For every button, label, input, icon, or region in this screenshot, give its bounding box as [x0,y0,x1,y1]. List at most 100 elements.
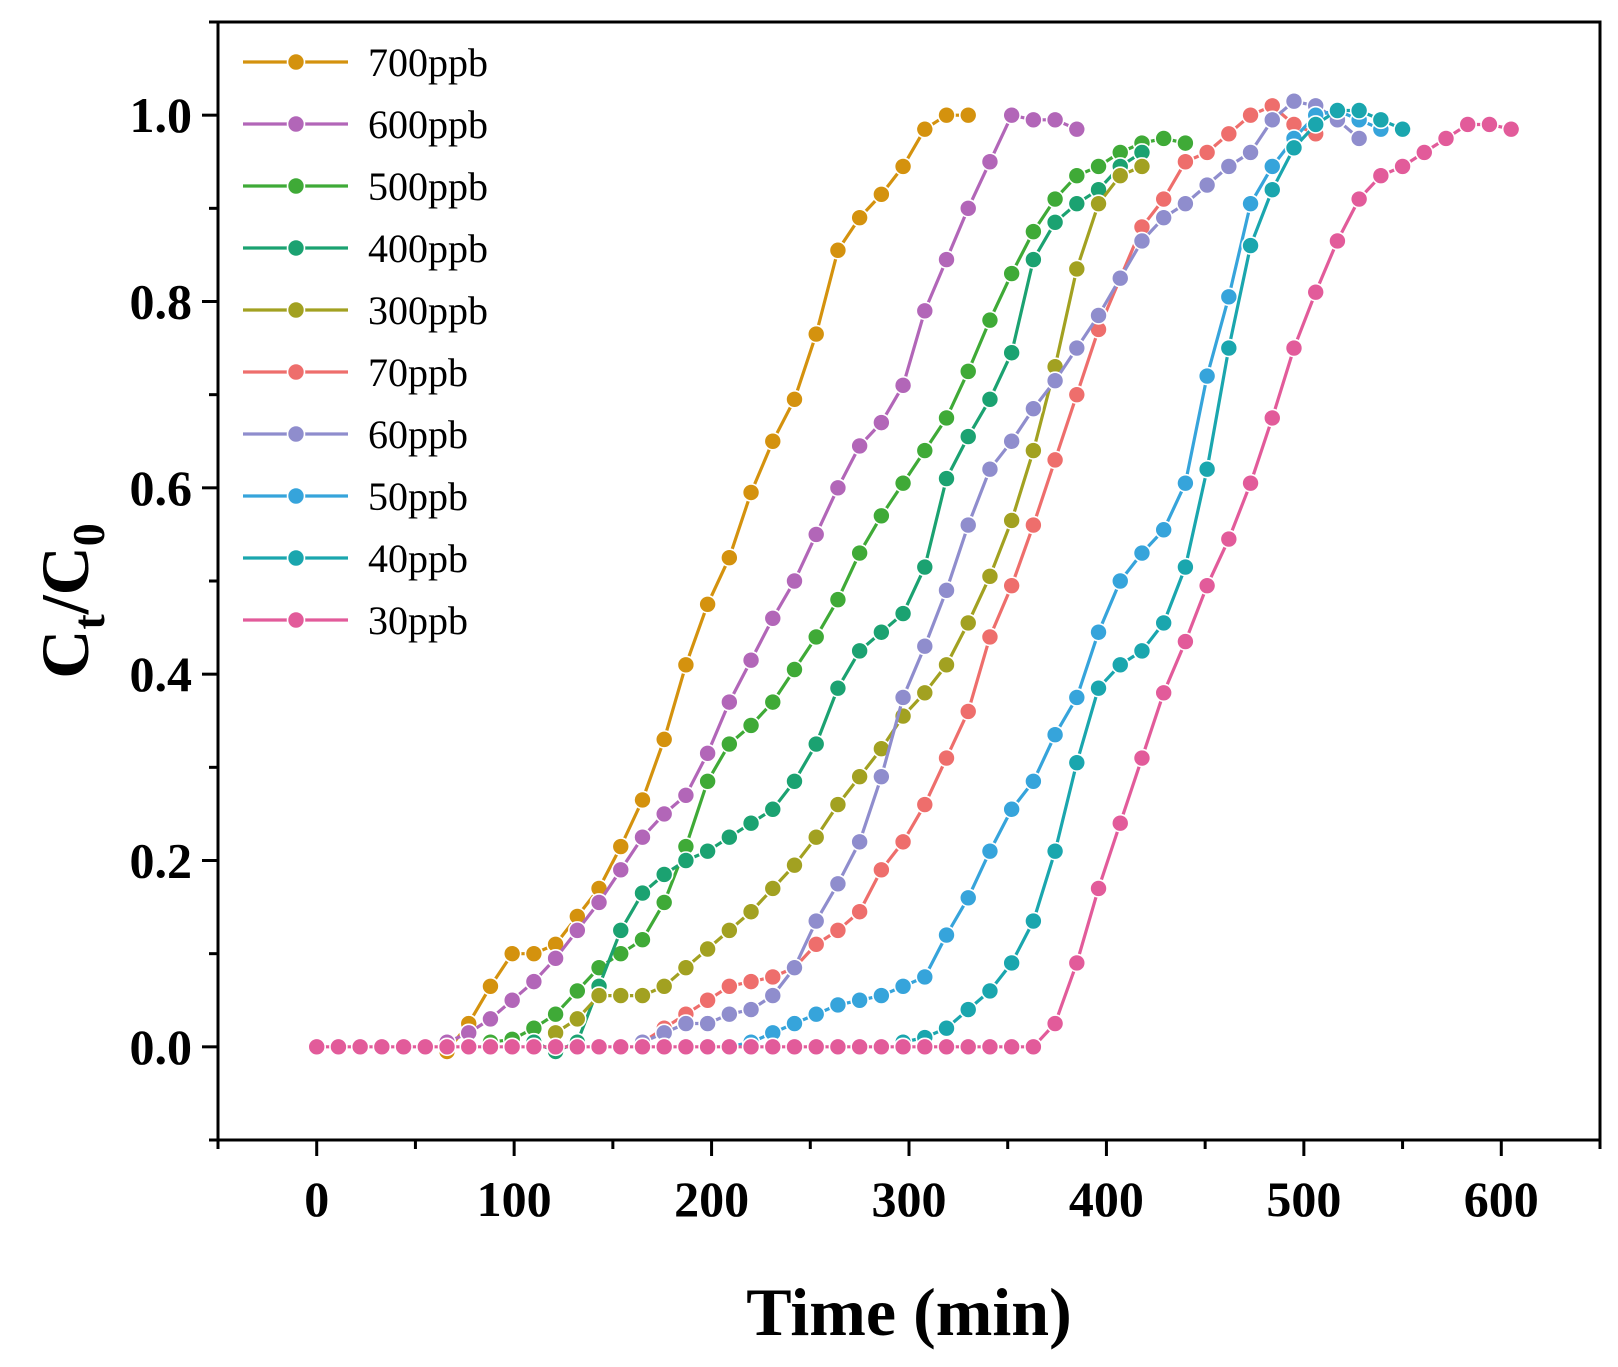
data-point [1024,250,1043,269]
data-point [1002,953,1021,973]
data-point [1219,287,1239,307]
data-point [546,1004,565,1024]
y-axis-title-sub-0: 0 [63,523,114,546]
x-tick-label: 300 [872,1171,947,1227]
series-60ppb [633,91,1369,1052]
data-point [1284,91,1304,111]
data-point [915,795,935,814]
data-point [1349,189,1369,209]
data-point [654,730,674,749]
data-point [893,832,913,852]
legend-item: 300ppb [243,288,488,333]
data-point [1262,110,1282,130]
data-point [1176,473,1195,493]
data-point [676,655,696,675]
data-point [1067,166,1087,186]
data-point [1328,231,1347,251]
data-point [1219,157,1239,176]
y-axis-title-main: C [27,630,103,679]
data-point [980,459,1000,479]
legend-label: 500ppb [368,164,488,209]
data-point [1132,157,1152,176]
data-point [850,902,869,922]
data-point [915,683,935,703]
data-point [720,692,739,712]
y-tick-label: 0.6 [130,460,193,516]
y-tick-label: 0.2 [130,833,193,889]
data-point [654,976,674,996]
data-point [720,976,739,996]
data-point [1436,129,1456,148]
data-point [785,958,804,977]
data-point [980,310,1000,330]
data-point [980,152,1000,172]
x-tick-label: 200 [674,1171,749,1227]
data-point [1002,576,1021,595]
legend-marker [286,176,306,196]
data-point [1024,1037,1043,1057]
data-point [763,692,783,712]
legend-marker [286,114,306,134]
x-tick-label: 100 [477,1171,552,1227]
legend-label: 60ppb [368,412,468,457]
data-point [698,939,717,959]
data-point [850,543,869,563]
data-point [1262,157,1282,176]
data-point [915,636,935,656]
legend-label: 400ppb [368,226,488,271]
data-point [720,827,739,847]
data-point [654,865,674,884]
legend-item: 500ppb [243,164,488,209]
data-point [720,1004,739,1024]
legend-label: 70ppb [368,350,468,395]
data-point [741,972,761,991]
data-point [915,967,935,987]
data-point [1132,231,1152,251]
data-point [1024,772,1043,791]
data-point [1002,1037,1021,1057]
legend-marker [286,548,306,568]
data-point [1154,129,1173,148]
data-point [806,734,826,754]
data-point [1349,101,1369,120]
data-point [633,1037,652,1057]
data-point [958,888,978,908]
data-point [828,678,848,698]
data-point [1024,110,1043,130]
data-point [850,767,869,786]
data-point [850,990,869,1010]
data-point [1241,105,1260,125]
y-tick-label: 0.4 [130,646,193,702]
data-point [872,413,891,432]
data-point [502,990,522,1010]
data-point [741,1037,761,1057]
data-point [329,1037,348,1057]
data-point [828,995,848,1015]
data-point [915,1037,935,1057]
data-point [806,1004,826,1024]
data-point [1067,753,1087,772]
data-point [850,832,869,852]
data-point [698,772,717,791]
data-point [1089,157,1108,176]
data-point [415,1037,435,1057]
y-tick-label: 0.0 [130,1019,193,1075]
data-point [828,240,848,260]
x-tick-label: 500 [1266,1171,1341,1227]
data-point [1219,338,1239,358]
data-point [872,1037,891,1057]
data-point [1219,124,1239,144]
data-point [958,105,978,125]
data-point [958,1000,978,1019]
data-point [763,608,783,628]
data-point [958,362,978,381]
data-point [806,827,826,847]
data-point [958,613,978,633]
data-point [785,1014,804,1033]
data-point [589,1037,609,1057]
data-point [893,688,913,707]
data-point [1110,166,1130,186]
data-point [720,921,739,940]
data-point [1393,119,1412,139]
